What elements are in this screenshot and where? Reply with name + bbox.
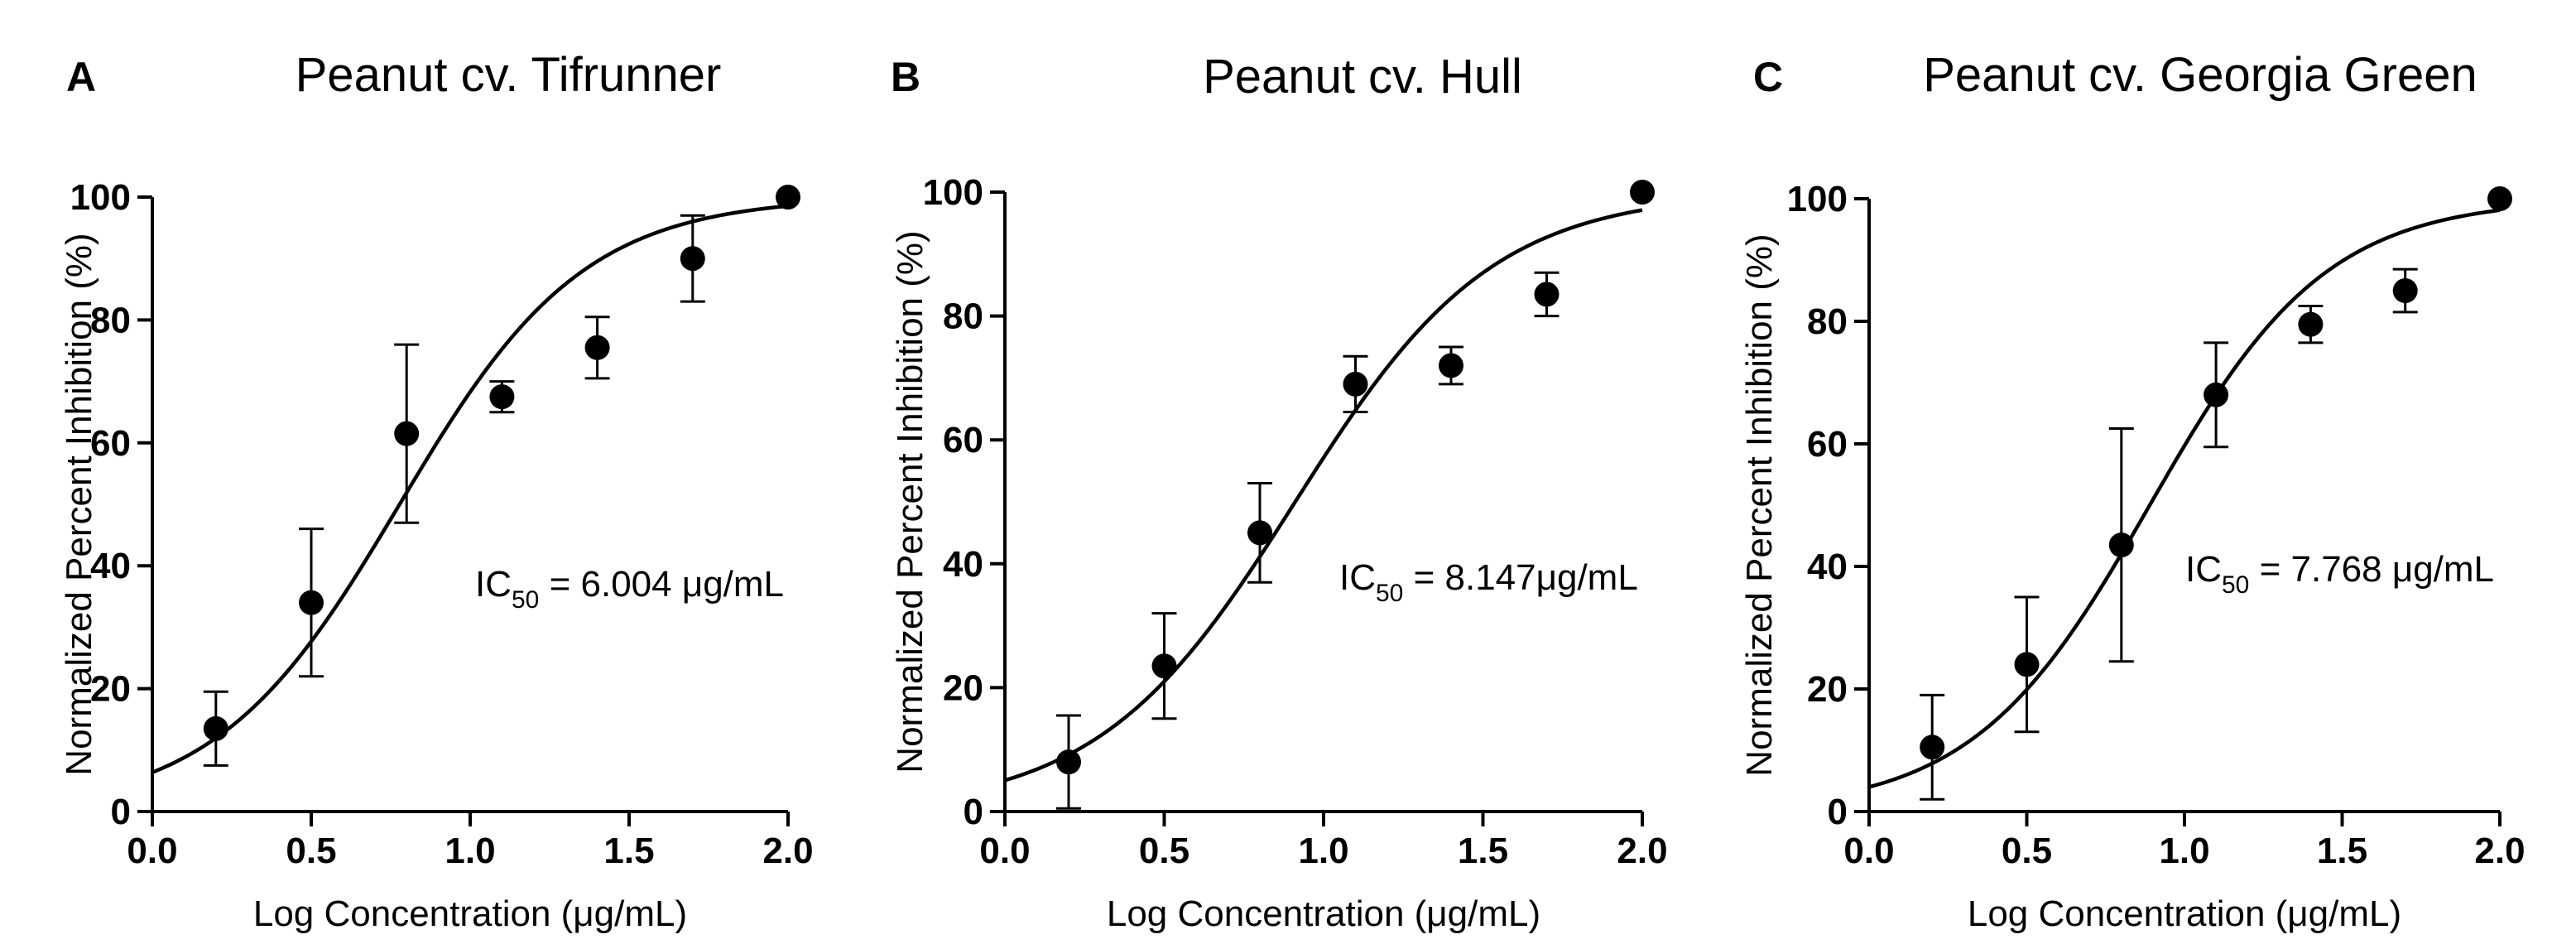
x-tick-label: 0.5 [1139, 831, 1189, 871]
y-tick-label: 60 [1807, 424, 1848, 465]
x-tick-label: 2.0 [2474, 831, 2525, 871]
y-tick-label: 40 [1807, 547, 1848, 587]
y-tick-label: 40 [90, 546, 131, 586]
y-tick-label: 0 [111, 792, 131, 832]
ic50-prefix: IC [1339, 557, 1376, 598]
y-tick-label: 80 [90, 300, 131, 340]
x-tick-label: 1.5 [2317, 831, 2367, 871]
x-tick-label: 1.0 [445, 831, 495, 871]
y-axis-title: Normalized Percent Inhibition (%) [890, 230, 930, 773]
panel-letter: A [66, 54, 96, 100]
x-tick-label: 0.5 [2002, 831, 2052, 871]
x-tick-label: 0.0 [127, 831, 177, 871]
ic50-subscript: 50 [2222, 571, 2249, 599]
data-point [1343, 371, 1368, 397]
y-tick-label: 60 [943, 420, 983, 460]
ic50-value: = 7.768 μg/mL [2249, 549, 2494, 590]
y-tick-label: 100 [923, 172, 983, 213]
data-point [2014, 652, 2040, 677]
data-point [2108, 532, 2134, 558]
ic50-prefix: IC [2185, 549, 2222, 590]
fit-curve [1004, 208, 1643, 783]
ic50-annotation: IC50 = 7.768 μg/mL [2185, 549, 2494, 599]
y-tick-label: 100 [1787, 179, 1848, 219]
ic50-prefix: IC [475, 564, 512, 605]
data-point [2392, 278, 2418, 303]
ic50-value: = 8.147μg/mL [1403, 557, 1637, 598]
y-tick-label: 20 [90, 669, 131, 710]
x-tick-label: 1.5 [603, 831, 654, 871]
y-tick-label: 20 [1807, 669, 1848, 710]
data-point [776, 185, 800, 210]
data-point [1439, 353, 1463, 378]
data-point [1151, 653, 1177, 679]
panel-b: B Peanut cv. Hull 0 20 40 60 80 100 0.0 0.5 1.0 1.5… [890, 50, 1668, 934]
x-tick-label: 0.0 [979, 831, 1030, 871]
data-point [299, 590, 324, 615]
x-tick-label: 2.0 [1617, 831, 1667, 871]
y-tick-label: 40 [943, 544, 983, 585]
data-point [680, 246, 705, 272]
y-tick-label: 80 [943, 296, 983, 337]
ic50-subscript: 50 [512, 586, 539, 614]
data-point [1630, 180, 1655, 205]
panel-c: C Peanut cv. Georgia Green 0 20 40 60 80 100 0.0… [1739, 48, 2526, 934]
y-axis-title: Normalized Percent Inhibition (%) [59, 233, 99, 775]
fit-curve [151, 204, 789, 774]
x-tick-label: 2.0 [762, 831, 813, 871]
ic50-annotation: IC50 = 8.147μg/mL [1339, 557, 1638, 607]
data-point [489, 384, 515, 410]
x-tick-label: 0.5 [286, 831, 336, 871]
x-tick-label: 0.0 [1843, 831, 1894, 871]
data-point [2298, 311, 2324, 337]
y-tick-label: 20 [943, 667, 983, 708]
data-point [2487, 186, 2512, 211]
panel-letter: B [891, 54, 920, 100]
x-axis-title: Log Concentration (μg/mL) [1968, 894, 2401, 934]
data-point [203, 715, 228, 741]
data-point [394, 421, 420, 446]
data-point [1056, 749, 1081, 775]
x-tick-label: 1.5 [1458, 831, 1508, 871]
panel-letter: C [1753, 54, 1783, 100]
y-axis-title: Normalized Percent Inhibition (%) [1739, 234, 1780, 776]
data-point [2204, 382, 2229, 407]
data-point [1920, 735, 1945, 760]
y-tick-label: 0 [1828, 792, 1848, 832]
x-tick-label: 1.0 [2159, 831, 2209, 871]
ic50-annotation: IC50 = 6.004 μg/mL [475, 564, 784, 614]
y-tick-label: 100 [70, 177, 131, 218]
chart-title: Peanut cv. Hull [1203, 50, 1522, 104]
chart-title: Peanut cv. Georgia Green [1923, 48, 2477, 102]
x-axis-title: Log Concentration (μg/mL) [1107, 894, 1540, 934]
data-point [1247, 520, 1272, 546]
x-axis-title: Log Concentration (μg/mL) [253, 894, 687, 934]
panel-a: A Peanut cv. Tifrunner 0 20 40 60 80 100 0.0 0.5 1… [59, 48, 814, 934]
fit-curve [1868, 208, 2501, 789]
ic50-subscript: 50 [1376, 580, 1403, 607]
x-tick-label: 1.0 [1298, 831, 1348, 871]
data-point [1534, 282, 1560, 307]
chart-title: Peanut cv. Tifrunner [296, 48, 722, 102]
data-point [584, 335, 610, 360]
y-tick-label: 60 [90, 423, 131, 464]
ic50-value: = 6.004 μg/mL [539, 564, 784, 605]
y-tick-label: 80 [1807, 301, 1848, 342]
y-tick-label: 0 [964, 792, 983, 832]
